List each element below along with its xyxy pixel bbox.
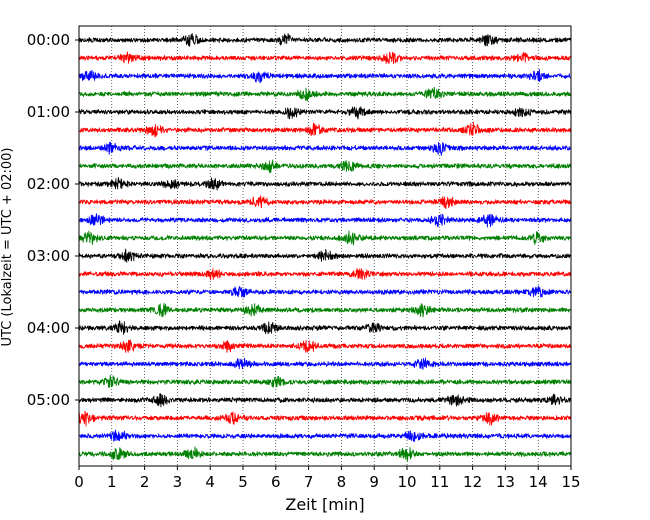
trace-0130 [78,141,572,156]
x-tick-label: 7 [304,473,314,491]
x-tick-label: 11 [430,473,449,491]
y-tick-label: 04:00 [27,319,70,337]
trace-0115 [78,121,572,138]
x-tick-label: 6 [271,473,281,491]
x-tick-label: 10 [397,473,416,491]
trace-0515 [78,410,572,427]
trace-0015 [78,51,572,65]
x-tick-label: 14 [529,473,548,491]
trace-0530 [78,429,572,442]
trace-0145 [78,159,572,174]
trace-0300 [78,248,572,263]
plot-frame [78,25,572,467]
x-tick-label: 0 [74,473,84,491]
y-tick-label: 03:00 [27,247,70,265]
trace-0330 [78,285,572,298]
trace-0245 [78,230,572,246]
trace-0345 [78,302,572,318]
x-tick-label: 2 [140,473,150,491]
y-tick-label: 02:00 [27,175,70,193]
x-tick-label: 12 [463,473,482,491]
x-axis-label: Zeit [min] [285,495,364,514]
trace-0500 [78,393,572,408]
x-tick-label: 8 [337,473,347,491]
x-tick-label: 1 [107,473,117,491]
x-tick-label: 15 [561,473,580,491]
trace-0315 [78,268,572,281]
y-axis-ticks: 00:00 01:00 02:00 03:00 04:00 05:00 [27,31,79,409]
y-tick-label: 05:00 [27,391,70,409]
trace-0415 [78,339,572,353]
trace-group [78,33,572,462]
x-axis-ticks: 0 1 2 3 4 5 6 7 8 9 10 11 12 13 14 15 [74,466,581,491]
trace-0200 [78,176,572,191]
trace-0445 [78,374,572,388]
y-tick-label: 01:00 [27,103,70,121]
trace-0030 [78,68,572,84]
trace-0400 [78,320,572,335]
trace-0430 [78,357,572,370]
y-axis-label: UTC (Lokalzeit = UTC + 02:00) [0,148,15,347]
x-tick-label: 4 [205,473,215,491]
trace-0100 [78,106,572,120]
y-tick-label: 00:00 [27,31,70,49]
x-tick-label: 9 [369,473,379,491]
trace-0215 [78,195,572,210]
x-tick-label: 3 [173,473,183,491]
x-tick-label: 5 [238,473,248,491]
trace-0230 [78,213,572,228]
x-tick-label: 13 [496,473,515,491]
trace-0045 [78,86,572,102]
trace-0000 [78,33,572,47]
trace-0545 [78,446,572,462]
